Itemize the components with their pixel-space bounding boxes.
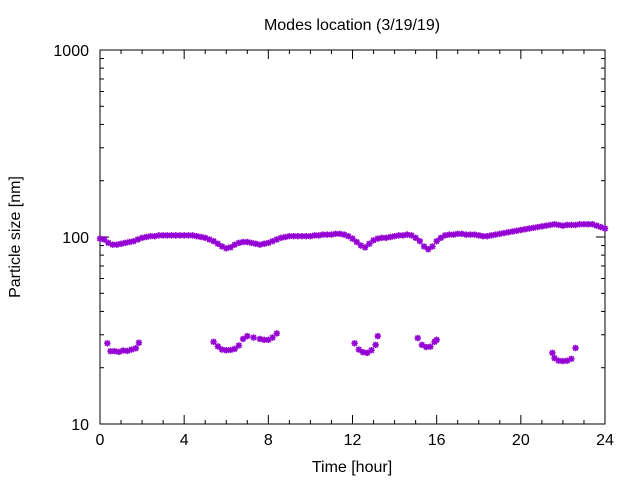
- mode-2-point: [239, 335, 247, 343]
- tick-labels: 0 4 8 12 16 20 24 10 100 1000: [53, 43, 614, 449]
- x-tick-label: 16: [428, 432, 446, 449]
- mode-1-point: [450, 231, 457, 238]
- mode-2-point: [210, 338, 217, 346]
- mode-2-point: [135, 339, 143, 346]
- mode-2-point: [549, 349, 556, 357]
- mode-2-point: [374, 332, 381, 340]
- mode-2-point: [250, 334, 257, 341]
- x-tick-label: 4: [180, 432, 189, 449]
- mode-1-point: [391, 232, 398, 240]
- mode-2-point: [111, 348, 118, 355]
- axis-ticks: [99, 50, 606, 425]
- mode-2-point: [368, 347, 375, 354]
- mode-2-point: [235, 342, 243, 349]
- mode-1-point: [336, 230, 344, 238]
- mode-1-point: [429, 243, 436, 250]
- x-tick-label: 24: [596, 432, 614, 449]
- x-tick-label: 8: [264, 432, 273, 449]
- chart-title: Modes location (3/19/19): [264, 17, 440, 34]
- mode-1-point: [538, 223, 546, 230]
- x-axis-label: Time [hour]: [312, 459, 392, 476]
- mode-2-point: [568, 355, 575, 363]
- mode-2-point: [359, 349, 367, 356]
- mode-1-point: [555, 221, 562, 229]
- mode-1-point: [425, 246, 432, 253]
- mode-1-point: [513, 227, 520, 234]
- mode-2-point: [572, 344, 579, 352]
- mode-1-point: [601, 225, 609, 232]
- mode-1-point: [416, 237, 424, 245]
- mode-1-point: [366, 240, 373, 247]
- y-tick-label: 10: [71, 417, 89, 434]
- mode-1-point: [412, 234, 419, 242]
- data-points: [96, 221, 609, 365]
- mode-2-point: [351, 340, 358, 347]
- x-tick-label: 12: [344, 432, 362, 449]
- mode-1-point: [404, 231, 411, 238]
- mode-2-point: [269, 334, 276, 341]
- mode-2-point: [244, 332, 251, 340]
- mode-1-point: [260, 240, 268, 247]
- mode-2-point: [265, 336, 272, 344]
- mode-1-point: [143, 233, 150, 241]
- mode-2-point: [104, 340, 111, 347]
- y-tick-label: 100: [62, 230, 89, 247]
- mode-1-point: [117, 240, 125, 247]
- mode-2-point: [372, 341, 379, 349]
- mode-1-point: [345, 232, 352, 240]
- mode-2-point: [427, 343, 434, 350]
- mode-1-point: [559, 222, 567, 229]
- mode-1-point: [441, 232, 449, 239]
- mode-2-point: [414, 334, 421, 342]
- x-tick-label: 20: [512, 432, 530, 449]
- mode-1-point: [277, 234, 285, 242]
- mode-2-point: [273, 330, 280, 337]
- mode-2-point: [132, 345, 139, 352]
- mode-1-point: [210, 237, 217, 245]
- mode-1-point: [488, 232, 495, 239]
- y-axis-label: Particle size [nm]: [7, 176, 24, 298]
- mode-1-point: [214, 240, 222, 247]
- mode-2-point: [433, 336, 440, 344]
- mode-1-point: [387, 233, 394, 241]
- mode-1-point: [138, 234, 146, 242]
- mode-2-point: [364, 349, 371, 357]
- y-tick-label: 1000: [53, 43, 89, 60]
- mode-1-point: [509, 228, 516, 235]
- x-tick-label: 0: [96, 432, 105, 449]
- mode-1-point: [420, 243, 428, 250]
